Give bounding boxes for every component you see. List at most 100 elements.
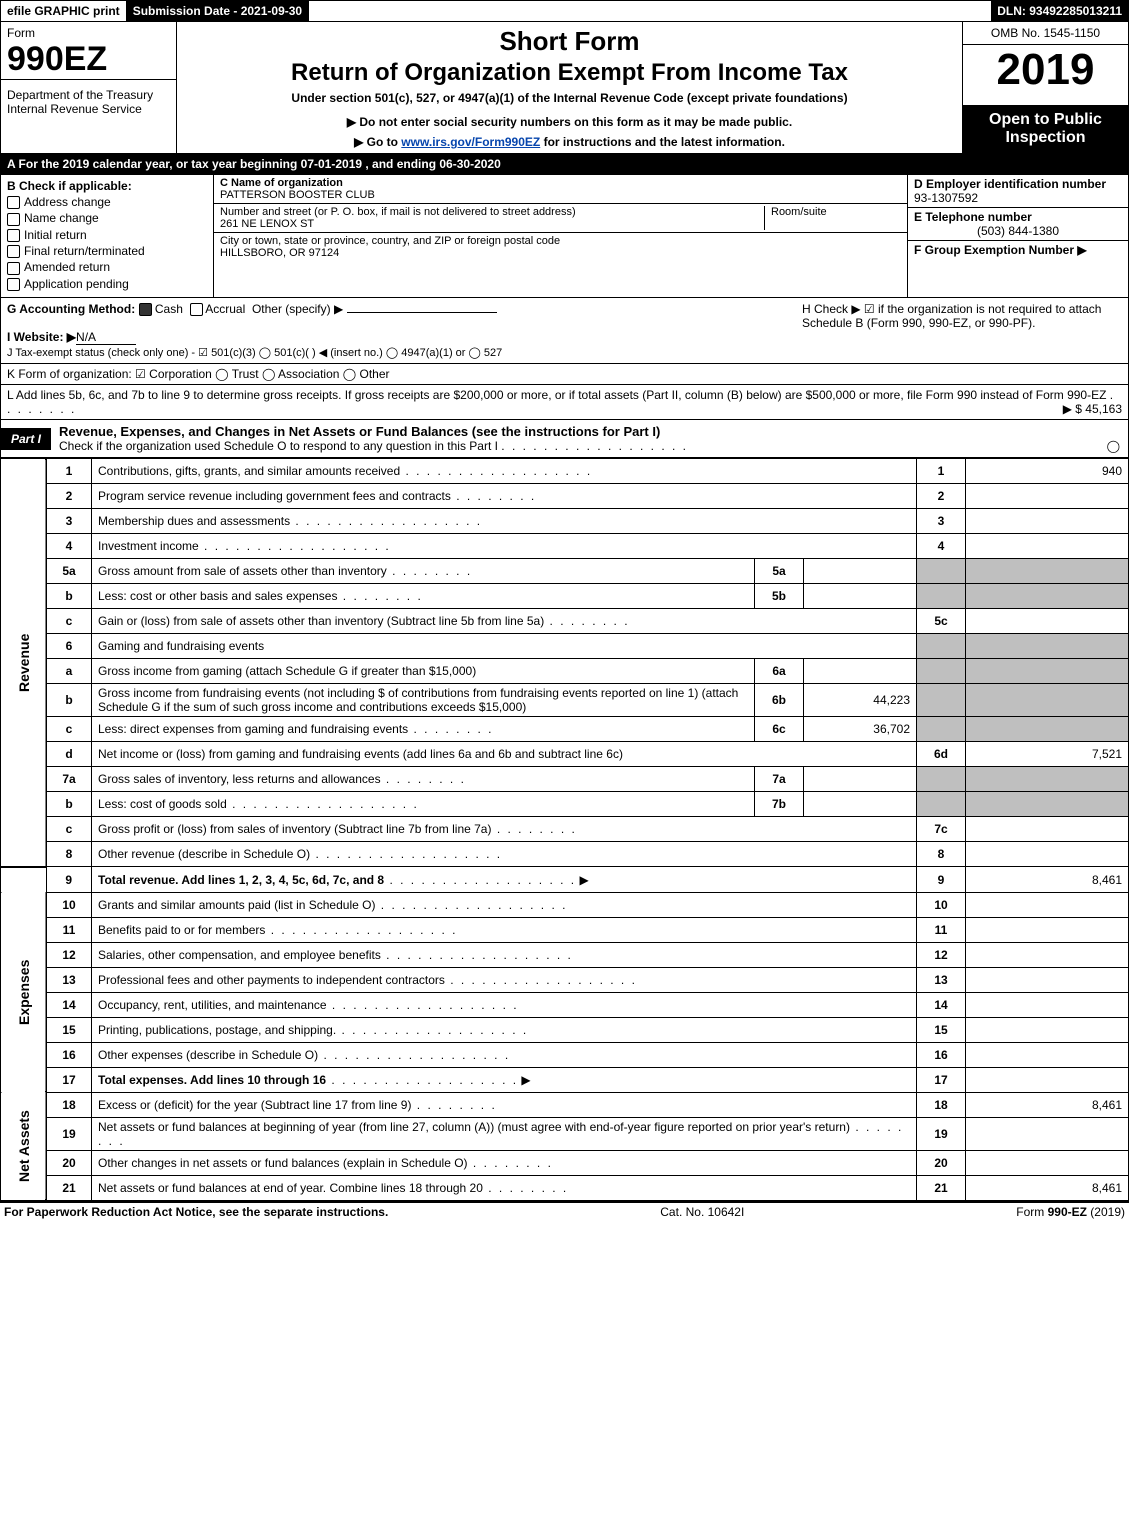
goto-pre: ▶ Go to: [354, 135, 401, 149]
blank-cell: [917, 559, 966, 584]
line-value: [966, 1067, 1129, 1092]
line-desc: Occupancy, rent, utilities, and maintena…: [98, 998, 327, 1012]
mini-value: [804, 792, 917, 817]
part-i-title-text: Revenue, Expenses, and Changes in Net As…: [59, 424, 660, 439]
line-num: 19: [46, 1117, 92, 1150]
line-value: [966, 534, 1129, 559]
line-num: 16: [46, 1042, 92, 1067]
chk-label: Address change: [24, 195, 111, 209]
line-desc: Net income or (loss) from gaming and fun…: [98, 747, 623, 761]
chk-amended-return[interactable]: Amended return: [7, 260, 207, 274]
mini-value: [804, 559, 917, 584]
line-desc: Total revenue. Add lines 1, 2, 3, 4, 5c,…: [98, 873, 384, 887]
line-num: 7a: [46, 767, 92, 792]
mini-ref: 6b: [755, 684, 804, 717]
chk-accrual[interactable]: [190, 303, 203, 316]
mini-ref: 5b: [755, 584, 804, 609]
short-form-title: Short Form: [499, 26, 639, 57]
line-desc: Program service revenue including govern…: [98, 489, 451, 503]
goto-notice: ▶ Go to www.irs.gov/Form990EZ for instru…: [354, 135, 785, 149]
line-value: [966, 892, 1129, 917]
line-desc: Less: direct expenses from gaming and fu…: [98, 722, 408, 736]
chk-cash[interactable]: [139, 303, 152, 316]
chk-final-return[interactable]: Final return/terminated: [7, 244, 207, 258]
line-ref: 21: [917, 1175, 966, 1200]
line-num: 6: [46, 634, 92, 659]
section-g: G Accounting Method: Cash Accrual Other …: [7, 302, 802, 359]
chk-label: Name change: [24, 211, 99, 225]
line-num: 3: [46, 509, 92, 534]
line-num: 9: [46, 867, 92, 893]
line-desc: Gross income from gaming (attach Schedul…: [98, 664, 476, 678]
line-num: d: [46, 742, 92, 767]
part-i-check[interactable]: ◯: [1107, 439, 1120, 453]
e-label: E Telephone number: [914, 210, 1032, 224]
mini-value: [804, 659, 917, 684]
line-desc: Net assets or fund balances at beginning…: [98, 1120, 850, 1134]
line-value: [966, 917, 1129, 942]
line-value: [966, 817, 1129, 842]
line-ref: 16: [917, 1042, 966, 1067]
section-gh: G Accounting Method: Cash Accrual Other …: [0, 298, 1129, 364]
l-text: L Add lines 5b, 6c, and 7b to line 9 to …: [7, 388, 1106, 402]
line-num: 8: [46, 842, 92, 867]
line-value: [966, 1150, 1129, 1175]
chk-label: Initial return: [24, 228, 87, 242]
footer-right-pre: Form: [1016, 1205, 1047, 1219]
line-ref: 3: [917, 509, 966, 534]
line-value: [966, 967, 1129, 992]
blank-cell: [917, 792, 966, 817]
line-desc: Gross sales of inventory, less returns a…: [98, 772, 381, 786]
line-value: 8,461: [966, 867, 1129, 893]
omb-number: OMB No. 1545-1150: [963, 22, 1128, 45]
line-num: 17: [46, 1067, 92, 1092]
line-value: [966, 484, 1129, 509]
line-num: 11: [46, 917, 92, 942]
line-value: [966, 992, 1129, 1017]
org-address: 261 NE LENOX ST: [220, 218, 314, 230]
line-num: 21: [46, 1175, 92, 1200]
line-desc: Less: cost or other basis and sales expe…: [98, 589, 337, 603]
other-specify-input[interactable]: [347, 312, 497, 313]
chk-address-change[interactable]: Address change: [7, 195, 207, 209]
phone-value: (503) 844-1380: [914, 224, 1122, 238]
mini-ref: 6a: [755, 659, 804, 684]
line-desc: Investment income: [98, 539, 199, 553]
mini-value: [804, 584, 917, 609]
j-line: J Tax-exempt status (check only one) - ☑…: [7, 347, 502, 359]
section-b: B Check if applicable: Address change Na…: [1, 175, 214, 297]
goto-link[interactable]: www.irs.gov/Form990EZ: [401, 135, 540, 149]
part-i-header: Part I Revenue, Expenses, and Changes in…: [0, 420, 1129, 458]
part-i-title: Revenue, Expenses, and Changes in Net As…: [51, 420, 1128, 457]
line-ref: 8: [917, 842, 966, 867]
blank-cell: [917, 584, 966, 609]
blank-cell: [966, 659, 1129, 684]
blank-cell: [917, 684, 966, 717]
dln: DLN: 93492285013211: [991, 1, 1128, 21]
line-num: 1: [46, 459, 92, 484]
line-ref: 5c: [917, 609, 966, 634]
line-ref: 14: [917, 992, 966, 1017]
line-desc: Grants and similar amounts paid (list in…: [98, 898, 375, 912]
org-city: HILLSBORO, OR 97124: [220, 247, 339, 259]
form-header: Form 990EZ Department of the Treasury In…: [0, 22, 1129, 154]
footer-left: For Paperwork Reduction Act Notice, see …: [4, 1205, 388, 1219]
blank-cell: [966, 584, 1129, 609]
line-desc: Salaries, other compensation, and employ…: [98, 948, 381, 962]
chk-name-change[interactable]: Name change: [7, 211, 207, 225]
line-ref: 1: [917, 459, 966, 484]
blank-cell: [966, 559, 1129, 584]
mini-value: [804, 767, 917, 792]
open-public-badge: Open to Public Inspection: [963, 105, 1128, 153]
submission-date: Submission Date - 2021-09-30: [127, 1, 309, 21]
line-desc: Benefits paid to or for members: [98, 923, 265, 937]
net-assets-side-label: Net Assets: [1, 1092, 47, 1200]
line-value: [966, 1117, 1129, 1150]
mini-ref: 6c: [755, 717, 804, 742]
line-value: [966, 842, 1129, 867]
line-desc: Other changes in net assets or fund bala…: [98, 1156, 468, 1170]
chk-application-pending[interactable]: Application pending: [7, 277, 207, 291]
line-value: 7,521: [966, 742, 1129, 767]
chk-initial-return[interactable]: Initial return: [7, 228, 207, 242]
blank-cell: [966, 767, 1129, 792]
